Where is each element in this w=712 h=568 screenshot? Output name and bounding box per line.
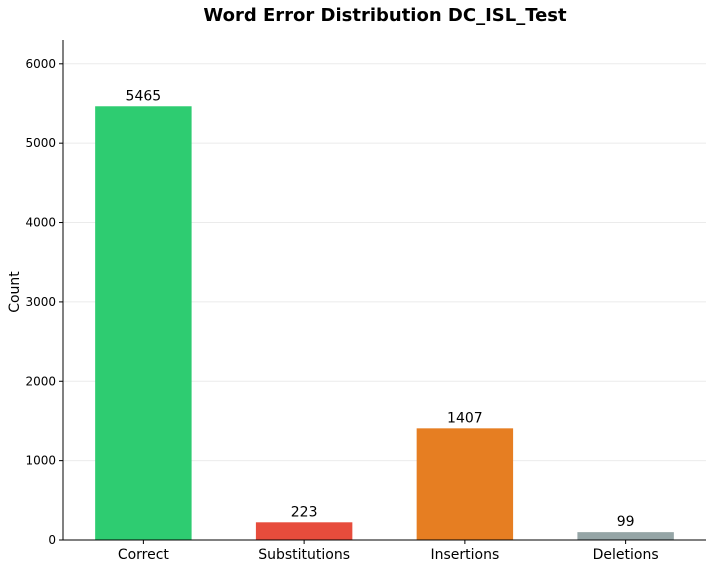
x-tick-label: Insertions [430,547,499,563]
axes: 0 1000 2000 3000 4000 5000 6000 Correct Substitu… [25,40,706,563]
y-axis-label: Count [7,271,23,313]
y-tick-label: 0 [48,533,56,547]
y-tick-label: 2000 [25,374,56,388]
data-labels: 5465 223 1407 99 [126,88,635,530]
data-label: 1407 [447,410,483,426]
y-tick-label: 1000 [25,454,56,468]
x-tick-label: Deletions [593,547,659,563]
y-tick-label: 6000 [25,57,56,71]
x-tick-label: Correct [118,547,170,563]
bar-insertions [416,428,514,540]
x-tick-label: Substitutions [258,547,350,563]
bar-deletions [577,532,674,540]
data-label: 5465 [126,88,162,104]
y-tick-label: 4000 [25,216,56,230]
chart-title: Word Error Distribution DC_ISL_Test [203,5,567,26]
y-tick-label: 3000 [25,295,56,309]
y-tick-label: 5000 [25,136,56,150]
bar-correct [95,106,192,541]
bars [95,106,674,541]
data-label: 99 [617,514,635,530]
bar-substitutions [255,522,353,540]
data-label: 223 [291,504,318,520]
